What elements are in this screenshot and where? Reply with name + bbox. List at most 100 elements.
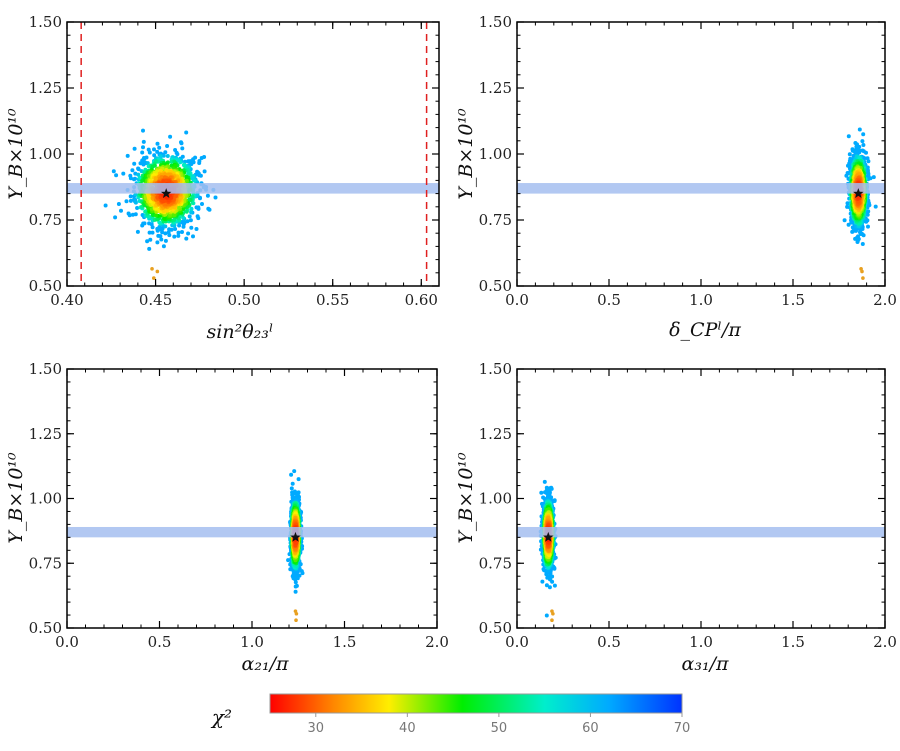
data-point xyxy=(548,577,552,582)
data-point xyxy=(846,134,851,139)
data-point xyxy=(135,229,140,234)
data-point xyxy=(858,230,862,235)
data-point xyxy=(162,216,167,221)
data-point xyxy=(854,235,859,240)
data-point xyxy=(552,583,557,588)
data-point xyxy=(150,225,155,230)
data-point xyxy=(850,229,855,234)
data-point xyxy=(190,194,195,199)
data-point xyxy=(145,239,150,244)
data-point xyxy=(541,567,546,572)
y-tick-label: 0.50 xyxy=(479,277,512,295)
plot-area xyxy=(517,127,885,280)
data-point xyxy=(292,469,297,474)
axes-frame xyxy=(66,21,440,287)
outlier-point xyxy=(294,611,299,616)
data-point xyxy=(289,486,294,491)
data-point xyxy=(288,567,293,572)
x-axis-label: sin²θ₂₃ˡ xyxy=(207,321,274,343)
data-point xyxy=(188,218,193,223)
data-point xyxy=(138,161,143,166)
y-tick-label: 1.50 xyxy=(479,13,512,31)
data-point xyxy=(136,172,141,177)
x-tick-label: 2.0 xyxy=(873,291,897,309)
x-tick-label: 1.5 xyxy=(781,291,805,309)
data-point xyxy=(161,153,166,158)
data-point xyxy=(184,209,189,214)
axes-frame xyxy=(66,368,438,629)
data-point xyxy=(866,224,870,229)
y-tick-label: 1.50 xyxy=(29,360,62,378)
data-point xyxy=(176,158,181,163)
data-point xyxy=(148,237,153,242)
data-point xyxy=(844,173,849,178)
x-tick-label: 1.0 xyxy=(689,291,713,309)
data-point xyxy=(185,219,190,224)
data-point xyxy=(861,143,866,147)
best-fit-star xyxy=(853,188,864,199)
data-point xyxy=(132,146,137,151)
data-point xyxy=(128,194,133,199)
data-point xyxy=(547,488,551,493)
data-point xyxy=(189,225,194,230)
data-point xyxy=(206,206,211,211)
data-point xyxy=(128,176,133,181)
data-point xyxy=(145,161,150,166)
data-point xyxy=(186,231,191,236)
data-point xyxy=(167,227,172,232)
data-point xyxy=(180,154,185,159)
data-point xyxy=(847,161,852,166)
data-point xyxy=(124,199,129,204)
data-point xyxy=(146,194,151,199)
data-point xyxy=(142,156,146,160)
panel-p1: 0.40 0.45 0.50 0.55 0.600.500.751.001.251.50… xyxy=(5,13,440,343)
data-point xyxy=(864,150,868,155)
data-point xyxy=(847,152,852,157)
y-tick-label: 0.75 xyxy=(479,211,512,229)
x-tick-label: 0.40 xyxy=(50,291,83,309)
data-point xyxy=(163,172,167,177)
observed-band xyxy=(67,526,437,538)
scatter-points xyxy=(842,127,878,280)
data-point xyxy=(130,168,135,173)
data-point xyxy=(190,174,195,179)
data-point xyxy=(188,198,193,202)
scatter-points xyxy=(286,469,305,623)
data-point xyxy=(165,154,170,158)
data-point xyxy=(140,223,145,228)
data-point xyxy=(292,491,297,496)
data-point xyxy=(172,217,177,222)
data-point xyxy=(165,144,170,148)
data-point xyxy=(196,205,201,210)
data-point xyxy=(149,222,154,227)
data-point xyxy=(544,583,549,588)
x-tick-label: 0.55 xyxy=(316,291,349,309)
data-point xyxy=(191,160,196,165)
data-point xyxy=(187,214,192,219)
data-point xyxy=(547,585,552,590)
data-point xyxy=(192,178,197,183)
data-point xyxy=(540,579,545,584)
data-point xyxy=(871,175,876,180)
x-tick-label: 0.5 xyxy=(148,633,172,651)
data-point xyxy=(181,221,186,226)
data-point xyxy=(168,134,173,139)
data-point xyxy=(132,161,137,166)
outlier-point xyxy=(152,276,156,280)
data-point xyxy=(113,215,118,220)
data-point xyxy=(121,171,126,176)
data-point xyxy=(205,193,210,198)
data-point xyxy=(184,178,189,183)
panel-p3: 0.0 0.5 1.0 1.5 2.00.500.751.001.251.50α₂₁/π… xyxy=(5,360,449,675)
data-point xyxy=(153,176,158,181)
data-point xyxy=(293,580,298,585)
data-point xyxy=(152,153,157,158)
data-point xyxy=(133,200,138,205)
data-point xyxy=(156,233,161,238)
data-point xyxy=(141,128,145,133)
y-tick-label: 1.25 xyxy=(29,425,62,443)
x-tick-label: 0.45 xyxy=(139,291,172,309)
data-point xyxy=(862,156,867,161)
data-point xyxy=(119,208,123,213)
data-point xyxy=(116,202,121,206)
